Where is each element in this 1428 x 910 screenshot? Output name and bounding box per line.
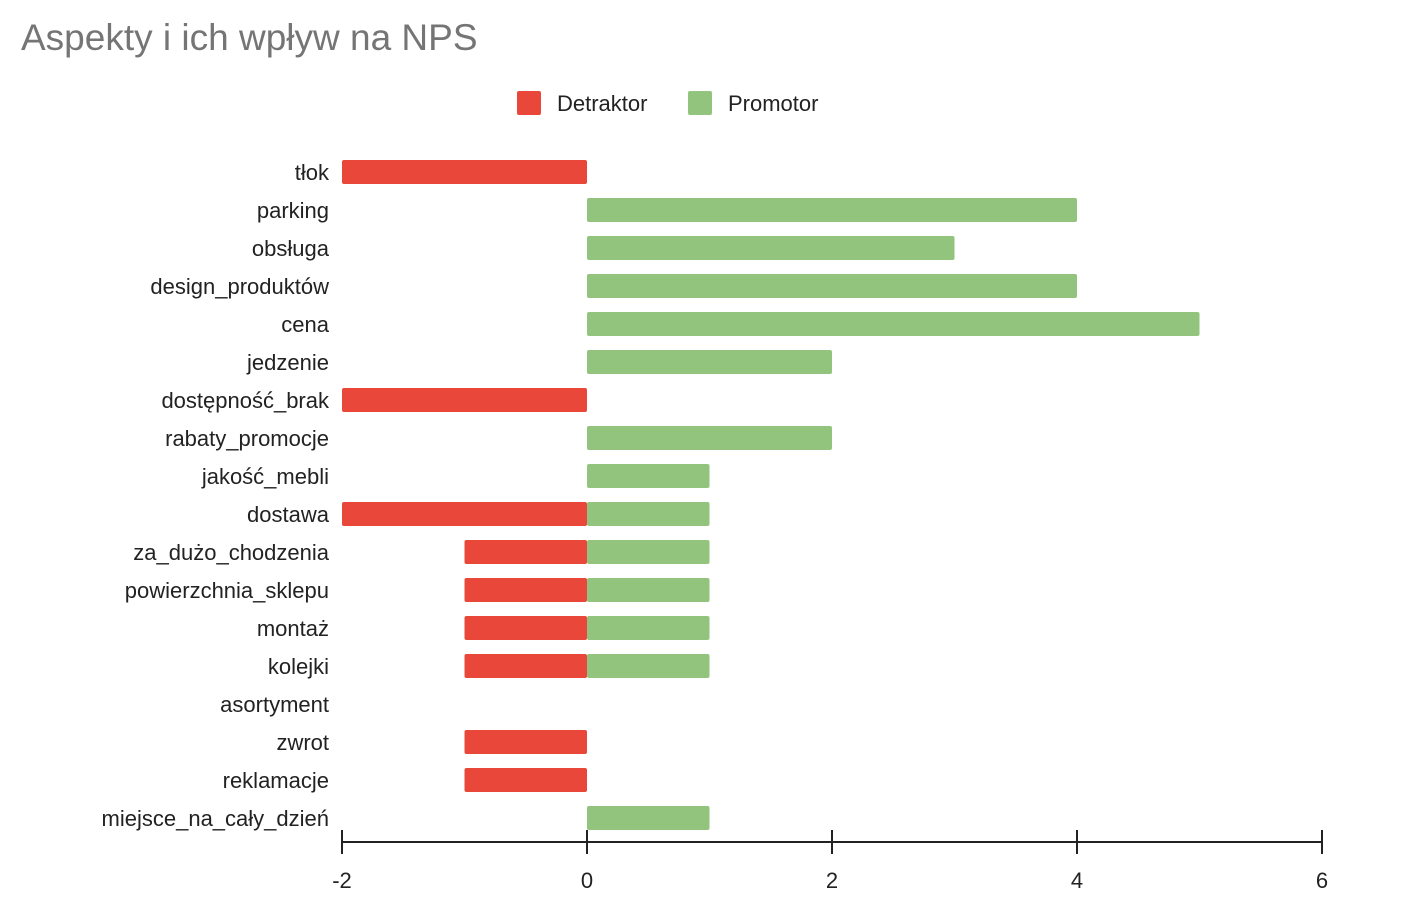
bar-detraktor-tlok[interactable] [342,160,587,184]
category-label-dostawa: dostawa [247,502,330,527]
category-label-parking: parking [257,198,329,223]
category-label-reklamacje: reklamacje [223,768,329,793]
category-label-dostepnosc-brak: dostępność_brak [161,388,330,413]
bar-detraktor-montaz[interactable] [464,616,588,640]
x-tick-label-6: 6 [1316,868,1328,893]
category-label-montaz: montaż [257,616,329,641]
bar-detraktor-za-duzo-chodzenia[interactable] [464,540,588,564]
x-axis: -2 0 2 4 6 [332,830,1328,893]
category-label-za-duzo-chodzenia: za_dużo_chodzenia [133,540,329,565]
category-label-jakosc-mebli: jakość_mebli [201,464,329,489]
category-label-kolejki: kolejki [268,654,329,679]
bar-promotor-design-produktow[interactable] [587,274,1077,298]
legend: Detraktor Promotor [517,91,818,116]
legend-label-promotor: Promotor [728,91,818,116]
bar-promotor-powierzchnia-sklepu[interactable] [587,578,710,602]
category-label-obsluga: obsługa [252,236,330,261]
category-label-powierzchnia-sklepu: powierzchnia_sklepu [125,578,329,603]
category-label-design-produktow: design_produktów [150,274,329,299]
category-label-asortyment: asortyment [220,692,329,717]
category-label-miejsce-na-caly-dzien: miejsce_na_cały_dzień [102,806,329,831]
category-label-tlok: tłok [295,160,330,185]
x-tick-label-0: 0 [581,868,593,893]
bar-detraktor-powierzchnia-sklepu[interactable] [464,578,588,602]
legend-swatch-promotor [688,91,712,115]
legend-item-promotor[interactable]: Promotor [688,91,818,116]
bar-promotor-jedzenie[interactable] [587,350,832,374]
bar-promotor-obsluga[interactable] [587,236,955,260]
category-label-zwrot: zwrot [276,730,329,755]
bars-group [342,160,1200,830]
legend-label-detraktor: Detraktor [557,91,647,116]
category-label-rabaty-promocje: rabaty_promocje [165,426,329,451]
category-label-jedzenie: jedzenie [246,350,329,375]
bar-promotor-montaz[interactable] [587,616,710,640]
bar-detraktor-dostepnosc-brak[interactable] [342,388,587,412]
bar-promotor-parking[interactable] [587,198,1077,222]
bar-detraktor-reklamacje[interactable] [464,768,588,792]
bar-detraktor-kolejki[interactable] [464,654,588,678]
bar-promotor-za-duzo-chodzenia[interactable] [587,540,710,564]
chart-title: Aspekty i ich wpływ na NPS [21,17,478,58]
category-label-cena: cena [281,312,329,337]
x-tick-label-2: 2 [826,868,838,893]
bar-promotor-kolejki[interactable] [587,654,710,678]
bar-promotor-cena[interactable] [587,312,1200,336]
bar-promotor-dostawa[interactable] [587,502,710,526]
bar-detraktor-dostawa[interactable] [342,502,587,526]
x-tick-label-2: -2 [332,868,352,893]
legend-item-detraktor[interactable]: Detraktor [517,91,647,116]
bar-promotor-jakosc-mebli[interactable] [587,464,710,488]
x-tick-label-4: 4 [1071,868,1083,893]
bar-promotor-miejsce-na-caly-dzien[interactable] [587,806,710,830]
bar-promotor-rabaty-promocje[interactable] [587,426,832,450]
legend-swatch-detraktor [517,91,541,115]
bar-detraktor-zwrot[interactable] [464,730,588,754]
